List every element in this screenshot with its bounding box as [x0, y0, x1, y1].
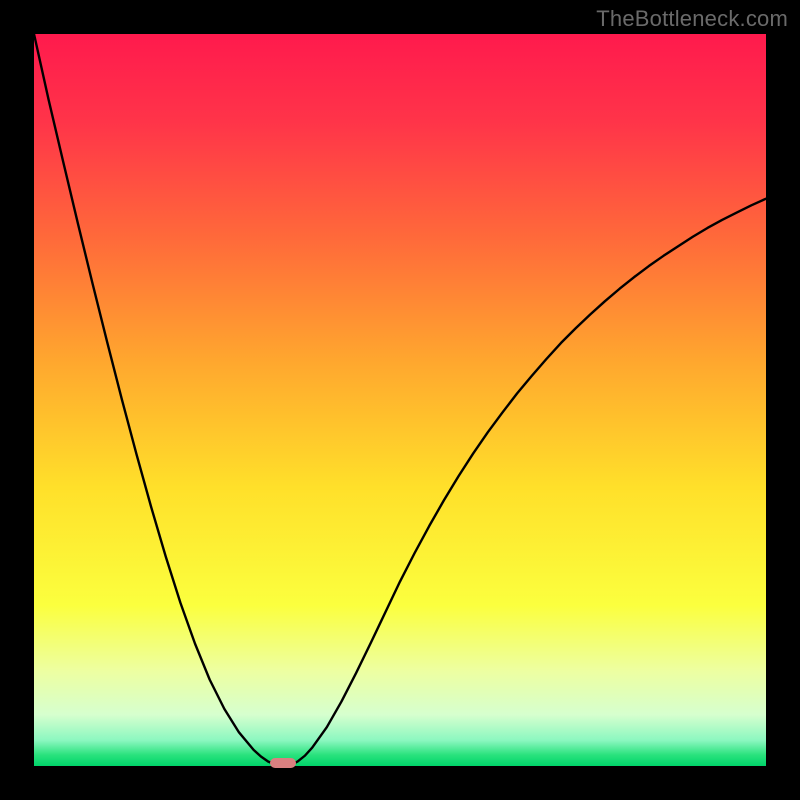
minimum-marker: [270, 758, 296, 768]
watermark-text: TheBottleneck.com: [596, 6, 788, 32]
chart-frame: TheBottleneck.com: [0, 0, 800, 800]
gradient-background: [34, 34, 766, 766]
plot-svg: [34, 34, 766, 766]
plot-area: [34, 34, 766, 766]
